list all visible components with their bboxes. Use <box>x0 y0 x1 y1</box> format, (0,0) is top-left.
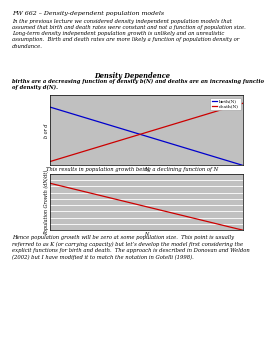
Text: In the previous lecture we considered density independent population models that: In the previous lecture we considered de… <box>12 19 246 48</box>
Text: FW 662 – Density-dependent population models: FW 662 – Density-dependent population mo… <box>12 11 164 16</box>
X-axis label: N: N <box>144 232 149 237</box>
X-axis label: N: N <box>144 167 149 172</box>
Text: Hence population growth will be zero at some population size.  This point is usu: Hence population growth will be zero at … <box>12 235 250 260</box>
Y-axis label: b or d: b or d <box>44 123 49 138</box>
Text: births are a decreasing function of density b(N) and deaths are an increasing fu: births are a decreasing function of dens… <box>12 78 264 90</box>
Y-axis label: Population Growth (dN/dt): Population Growth (dN/dt) <box>44 169 49 235</box>
Legend: birth(N), death(N): birth(N), death(N) <box>210 98 241 110</box>
Text: This results in population growth being a declining function of N: This results in population growth being … <box>46 167 218 172</box>
Text: Density Dependence: Density Dependence <box>94 72 170 79</box>
